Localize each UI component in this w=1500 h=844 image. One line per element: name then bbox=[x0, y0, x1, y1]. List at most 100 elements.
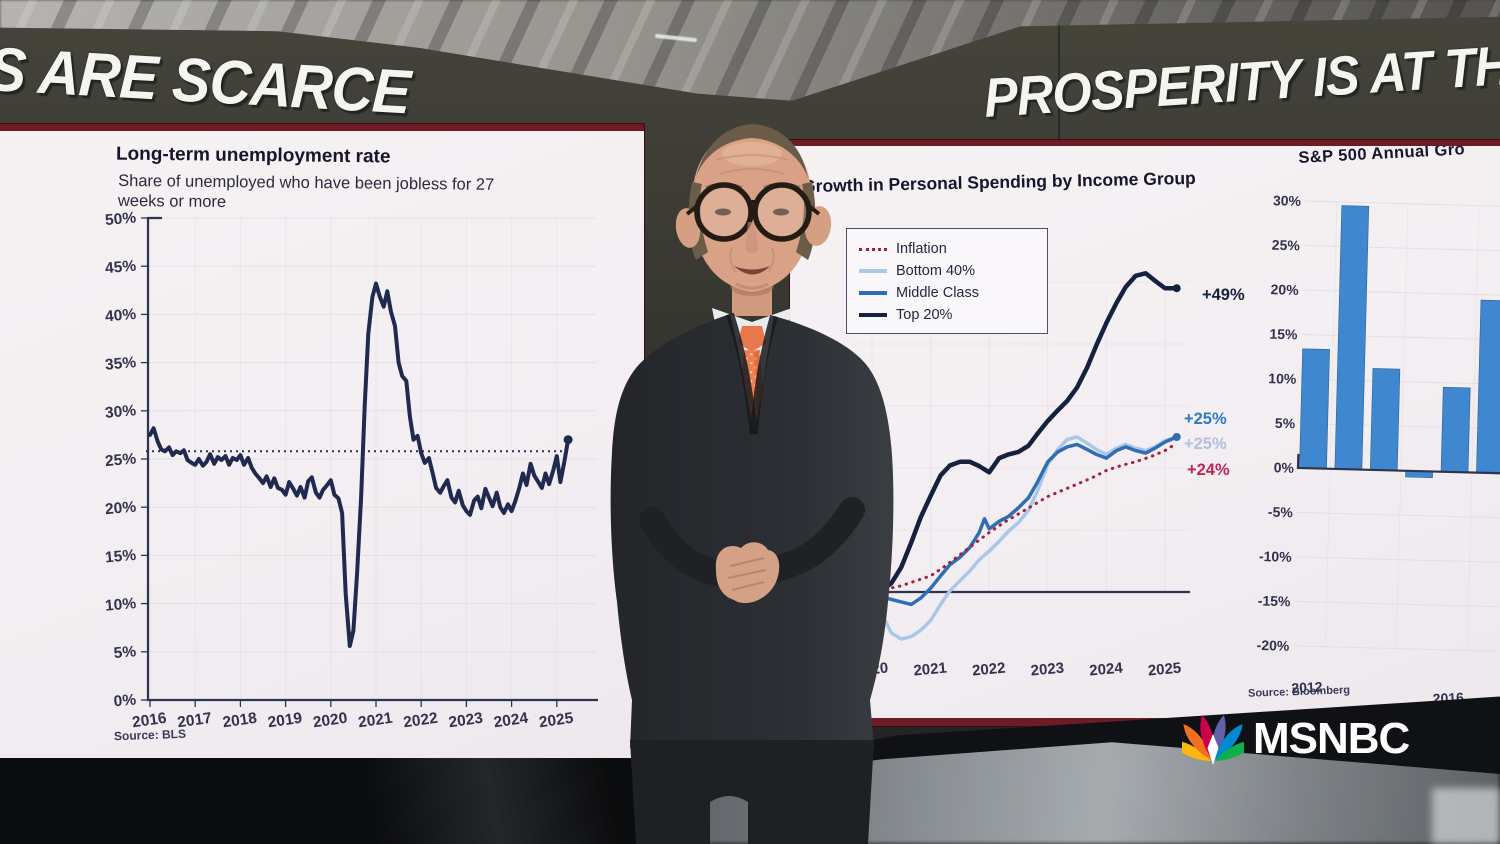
svg-text:2021: 2021 bbox=[913, 660, 948, 680]
unemployment-chart-source: Source: BLS bbox=[113, 726, 187, 744]
spending-and-sp500-charts: 202020212022202320242025+49%+25%+25%+24%… bbox=[848, 192, 1500, 704]
legend-item-bottom40: Bottom 40% bbox=[859, 260, 1037, 282]
presenter-suit-jacket bbox=[610, 314, 894, 748]
legend-label: Inflation bbox=[896, 241, 947, 257]
spending-series bbox=[869, 271, 1181, 641]
presenter-eye-left bbox=[715, 208, 731, 216]
wall-seam bbox=[1058, 0, 1060, 150]
legend-label: Bottom 40% bbox=[896, 263, 975, 279]
svg-text:45%: 45% bbox=[104, 258, 137, 278]
svg-text:2022: 2022 bbox=[402, 710, 439, 732]
presenter-chin-shadow bbox=[735, 282, 769, 290]
sp500-chart: 30%25%20%15%10%5%0%-5%-10%-15%-20%201220… bbox=[1256, 192, 1500, 704]
svg-text:2020: 2020 bbox=[312, 710, 349, 732]
svg-text:2023: 2023 bbox=[1030, 660, 1065, 680]
svg-text:5%: 5% bbox=[1275, 415, 1296, 432]
svg-text:+24%: +24% bbox=[1187, 461, 1230, 479]
legend-label: Middle Class bbox=[896, 285, 979, 301]
studio-floor-left bbox=[0, 758, 660, 844]
svg-text:2023: 2023 bbox=[448, 710, 485, 732]
presenter-glasses-temples bbox=[685, 204, 821, 216]
presenter-trousers bbox=[630, 740, 874, 844]
presenter-glasses-left-lens bbox=[694, 182, 754, 242]
sp500-bars bbox=[1299, 205, 1500, 479]
svg-text:5%: 5% bbox=[113, 643, 137, 662]
unemployment-line bbox=[148, 281, 571, 648]
inflation-line-swatch bbox=[859, 247, 887, 251]
svg-text:2019: 2019 bbox=[267, 710, 304, 732]
svg-text:+25%: +25% bbox=[1184, 410, 1227, 428]
unemployment-chart-subtitle: Share of unemployed who have been jobles… bbox=[117, 171, 495, 212]
unemployment-chart-title: Long-term unemployment rate bbox=[115, 143, 391, 168]
svg-text:15%: 15% bbox=[104, 547, 137, 567]
svg-text:-20%: -20% bbox=[1256, 637, 1290, 654]
sp500-axis bbox=[1296, 453, 1500, 475]
series-top-20- bbox=[869, 271, 1179, 593]
presenter-forehead-lines bbox=[715, 154, 789, 175]
svg-text:25%: 25% bbox=[104, 450, 137, 470]
svg-text:35%: 35% bbox=[104, 354, 137, 374]
presenter-hair bbox=[696, 124, 808, 178]
top20-line-swatch bbox=[859, 313, 887, 317]
svg-text:25%: 25% bbox=[1272, 237, 1301, 254]
svg-text:2024: 2024 bbox=[493, 710, 530, 732]
nbc-peacock-icon bbox=[1182, 715, 1244, 765]
peacock-feather bbox=[1183, 724, 1212, 761]
presenter-mouth bbox=[734, 266, 770, 275]
svg-text:20%: 20% bbox=[104, 499, 137, 519]
svg-text:-15%: -15% bbox=[1258, 592, 1292, 609]
peacock-feather bbox=[1182, 740, 1212, 762]
presenter-lapel-right bbox=[750, 314, 778, 435]
svg-text:2018: 2018 bbox=[222, 710, 259, 732]
presenter-ear-left bbox=[675, 208, 701, 248]
peacock-feather bbox=[1214, 740, 1244, 762]
legend-item-top20: Top 20% bbox=[859, 304, 1037, 326]
svg-text:30%: 30% bbox=[104, 402, 137, 422]
left-video-wall-screen: 0% 5% 10% 15% 20% 25% 30% 35% 40% 45% 50% 2016 2017 2… bbox=[0, 124, 644, 784]
spending-annotations: +49% +25% +25% +24% bbox=[1184, 286, 1245, 479]
peacock-body bbox=[1207, 734, 1219, 765]
svg-text:2021: 2021 bbox=[357, 710, 394, 732]
presenter-glasses-bridge bbox=[747, 200, 759, 206]
svg-text:2017: 2017 bbox=[176, 710, 213, 732]
presenter bbox=[610, 124, 894, 844]
svg-text:0%: 0% bbox=[1274, 459, 1295, 476]
legend-label: Top 20% bbox=[896, 307, 953, 323]
svg-text:20%: 20% bbox=[1270, 281, 1299, 298]
svg-text:2022: 2022 bbox=[971, 660, 1006, 680]
middle-class-line-swatch bbox=[859, 291, 887, 295]
svg-text:+49%: +49% bbox=[1202, 286, 1245, 304]
svg-text:2016: 2016 bbox=[131, 710, 168, 732]
svg-text:-5%: -5% bbox=[1268, 504, 1294, 521]
svg-text:0%: 0% bbox=[113, 691, 137, 710]
series-middle-class bbox=[870, 435, 1179, 607]
svg-text:+25%: +25% bbox=[1184, 435, 1227, 453]
svg-text:15%: 15% bbox=[1269, 326, 1298, 343]
presenter-glasses-right-lens bbox=[752, 182, 812, 242]
svg-text:-10%: -10% bbox=[1259, 548, 1293, 565]
svg-text:2025: 2025 bbox=[538, 710, 575, 732]
unemployment-axis-ticks: 0% 5% 10% 15% 20% 25% 30% 35% 40% 45% 50% 2016 2017 2… bbox=[104, 209, 574, 731]
svg-text:40%: 40% bbox=[104, 306, 137, 326]
spending-chart-legend: Inflation Bottom 40% Middle Class Top 20… bbox=[846, 228, 1048, 334]
presenter-cheek-lines bbox=[729, 247, 775, 273]
right-video-wall-screen: 202020212022202320242025+49%+25%+25%+24%… bbox=[790, 140, 1500, 726]
presenter-finger-lines bbox=[727, 557, 767, 591]
presenter-eye-right bbox=[773, 208, 789, 216]
svg-text:2024: 2024 bbox=[1089, 660, 1124, 680]
bottom40-line-swatch bbox=[859, 269, 887, 273]
series-bottom-40- bbox=[870, 435, 1179, 641]
svg-text:10%: 10% bbox=[1268, 370, 1297, 387]
msnbc-logo: MSNBC bbox=[1182, 710, 1410, 768]
legend-item-middle-class: Middle Class bbox=[859, 282, 1037, 304]
svg-text:2025: 2025 bbox=[1147, 660, 1182, 680]
studio-floor-corner-highlight bbox=[1432, 788, 1500, 844]
presenter-forearm-left bbox=[639, 507, 733, 587]
unemployment-end-marker bbox=[563, 435, 573, 445]
peacock-feather bbox=[1214, 724, 1243, 761]
presenter-tie-knot bbox=[738, 326, 766, 352]
svg-text:30%: 30% bbox=[1273, 192, 1302, 209]
unemployment-chart: 0% 5% 10% 15% 20% 25% 30% 35% 40% 45% 50% 2016 2017 2… bbox=[104, 209, 598, 731]
legend-item-inflation: Inflation bbox=[859, 238, 1037, 260]
